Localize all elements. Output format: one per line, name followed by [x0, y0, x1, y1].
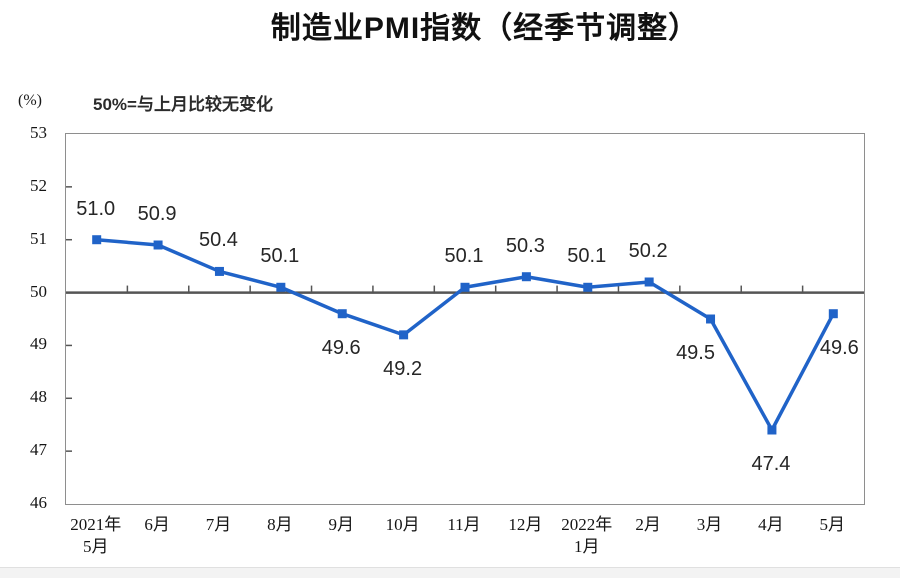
data-point-marker: [399, 330, 409, 340]
data-point-marker: [460, 282, 470, 292]
x-tick-label: 3月: [696, 515, 723, 534]
x-tick-label: 9月: [328, 515, 354, 534]
data-point-marker: [92, 235, 102, 245]
data-point-marker: [214, 266, 224, 276]
data-point-marker: [583, 282, 593, 292]
data-point-label: 50.3: [505, 234, 545, 257]
page-bottom-strip: [0, 567, 900, 578]
data-point-label: 50.1: [260, 245, 300, 268]
data-point-marker: [828, 309, 838, 319]
data-point-label: 50.1: [444, 245, 484, 268]
data-point-marker: [337, 309, 347, 319]
y-tick-label: 52: [30, 175, 47, 195]
data-point-label: 47.4: [751, 453, 791, 475]
data-point-label: 49.6: [321, 336, 361, 359]
data-point-marker: [276, 282, 286, 292]
y-tick-label: 50: [30, 281, 47, 301]
y-tick-label: 53: [30, 123, 47, 142]
data-point-label: 49.6: [819, 336, 859, 359]
y-tick-label: 46: [30, 493, 47, 512]
x-tick-label: 7月: [205, 515, 232, 534]
x-tick-label: 5月: [819, 515, 846, 534]
x-tick-label: 2021年 5月: [70, 515, 122, 556]
plot-area: [65, 133, 865, 505]
y-tick-label: 48: [30, 387, 47, 407]
data-point-marker: [521, 272, 531, 282]
pmi-series-line: [94, 237, 836, 432]
data-point-label: 50.1: [567, 245, 607, 268]
data-point-label: 51.0: [76, 197, 116, 220]
x-tick-label: 6月: [144, 515, 170, 534]
x-tick-label: 11月: [447, 515, 481, 534]
pmi-line-chart: [66, 186, 864, 452]
data-point-label: 49.2: [383, 357, 423, 380]
x-tick-label: 2022年 1月: [561, 515, 613, 556]
data-point-label: 49.5: [676, 342, 715, 364]
data-point-label: 50.4: [198, 229, 238, 252]
y-tick-label: 51: [30, 228, 47, 248]
reference-annotation: 50%=与上月比较无变化: [93, 95, 273, 114]
data-point-label: 50.9: [137, 203, 177, 225]
y-axis-unit-label: (%): [18, 92, 42, 109]
data-point-marker: [706, 314, 716, 324]
data-point-marker: [644, 277, 654, 287]
chart-title: 制造业PMI指数（经季节调整）: [270, 12, 700, 45]
x-tick-label: 10月: [385, 515, 420, 534]
x-tick-label: 12月: [508, 515, 543, 534]
data-point-label: 50.2: [628, 240, 668, 262]
data-point-marker: [153, 240, 163, 250]
y-tick-label: 47: [30, 440, 47, 460]
x-tick-label: 2月: [635, 515, 661, 534]
y-tick-label: 49: [30, 334, 47, 354]
x-tick-label: 8月: [267, 515, 293, 534]
x-tick-label: 4月: [758, 515, 784, 534]
data-point-marker: [767, 425, 777, 435]
